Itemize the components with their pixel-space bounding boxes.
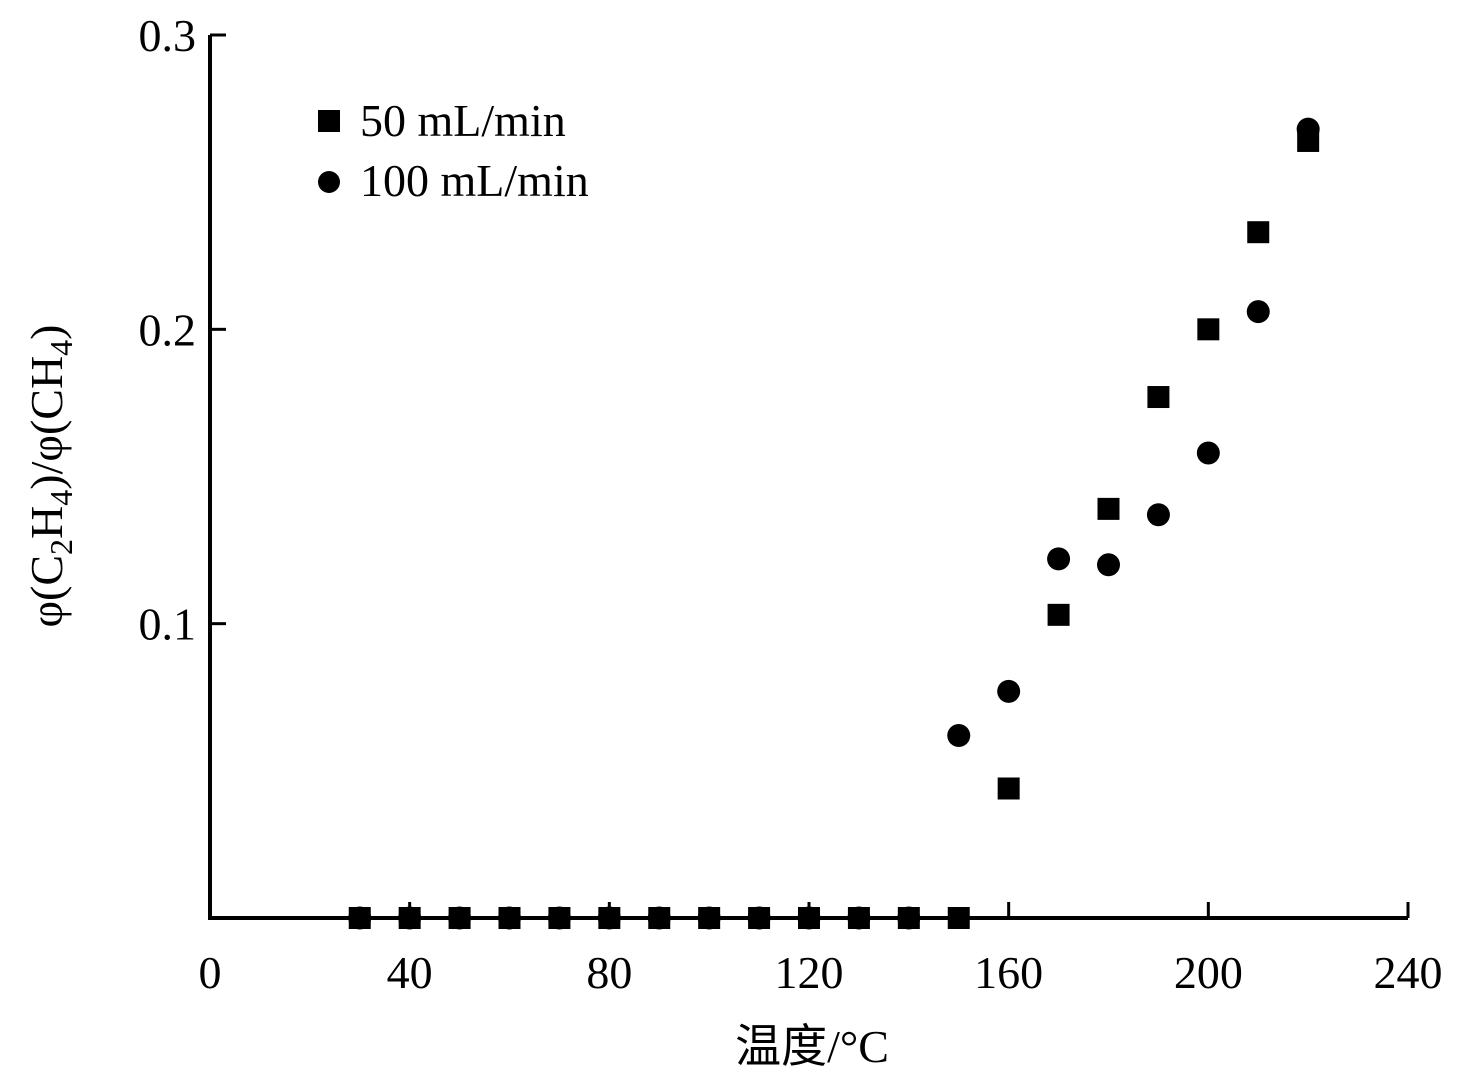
legend-square-marker	[318, 110, 340, 132]
point-100-ml-min	[947, 724, 971, 748]
point-50-ml-min	[448, 907, 471, 929]
y-tick-label: 0.2	[139, 304, 197, 355]
point-100-ml-min	[997, 679, 1021, 703]
y-axis-title: φ(C2H4)/φ(CH4)	[21, 325, 79, 628]
point-50-ml-min	[748, 907, 771, 929]
point-50-ml-min	[1147, 386, 1170, 409]
y-title-part: φ(C	[21, 555, 72, 628]
point-100-ml-min	[1097, 553, 1120, 577]
data-points	[348, 117, 1320, 930]
x-tick-label: 80	[586, 947, 632, 998]
point-50-ml-min	[798, 907, 820, 929]
point-50-ml-min	[348, 907, 371, 929]
y-title-sub: 4	[43, 490, 79, 506]
y-title-part: )	[21, 325, 72, 340]
x-tick-label: 120	[775, 947, 844, 998]
point-50-ml-min	[847, 907, 870, 929]
tick-labels: 0 40 80 120 160 200 240 0.1 0.2 0.3	[139, 10, 1443, 998]
point-100-ml-min	[1196, 441, 1220, 465]
point-50-ml-min	[897, 907, 920, 929]
point-50-ml-min	[698, 907, 721, 929]
x-tick-label: 240	[1374, 947, 1443, 998]
point-50-ml-min	[398, 907, 421, 929]
legend-label-50: 50 mL/min	[360, 95, 566, 146]
point-50-ml-min	[947, 907, 970, 929]
point-50-ml-min	[498, 907, 521, 929]
point-50-ml-min	[1097, 497, 1120, 520]
point-50-ml-min	[1297, 129, 1320, 152]
point-100-ml-min	[1146, 503, 1170, 527]
point-50-ml-min	[1197, 318, 1220, 341]
x-tick-label: 0	[199, 947, 222, 998]
x-tick-label: 200	[1174, 947, 1243, 998]
legend-label-100: 100 mL/min	[360, 155, 589, 206]
point-50-ml-min	[1247, 221, 1270, 244]
legend-circle-marker	[318, 171, 340, 193]
point-50-ml-min	[598, 907, 621, 929]
point-50-ml-min	[1047, 603, 1070, 626]
point-50-ml-min	[997, 777, 1020, 800]
x-tick-label: 160	[974, 947, 1043, 998]
x-tick-label: 40	[387, 947, 433, 998]
y-title-part: H	[21, 506, 72, 539]
y-title-sub: 4	[43, 340, 79, 356]
y-title-sub: 2	[43, 539, 79, 555]
legend: 50 mL/min 100 mL/min	[318, 95, 589, 206]
y-tick-label: 0.1	[139, 599, 197, 650]
y-tick-label: 0.3	[139, 10, 197, 61]
x-axis-title: 温度/°C	[735, 1021, 889, 1072]
point-100-ml-min	[1047, 547, 1071, 571]
y-title-part: )/φ(CH	[21, 356, 72, 490]
point-50-ml-min	[548, 907, 571, 929]
point-50-ml-min	[648, 907, 671, 929]
point-100-ml-min	[1246, 300, 1270, 324]
